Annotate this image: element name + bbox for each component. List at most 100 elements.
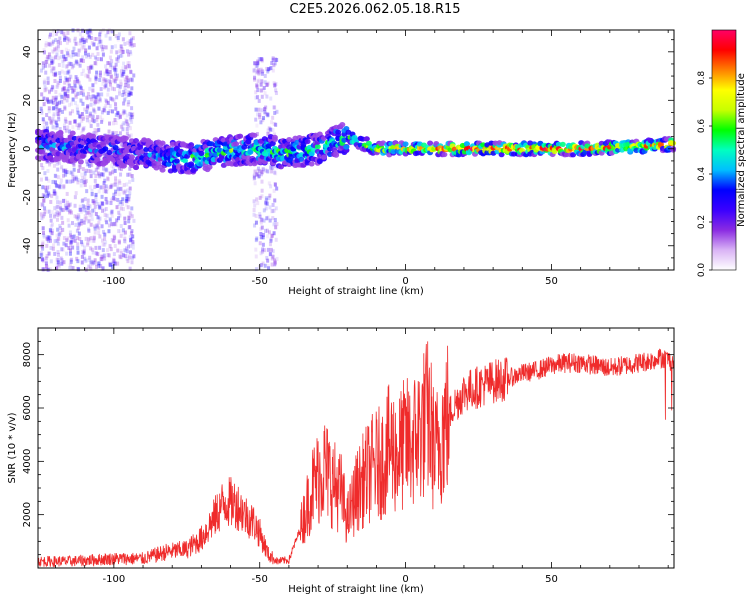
scatter-speckle: [45, 113, 48, 117]
scatter-speckle: [48, 89, 51, 93]
scatter-speckle: [61, 100, 64, 104]
scatter-speckle: [76, 242, 79, 246]
scatter-speckle: [260, 169, 263, 173]
scatter-speckle: [58, 37, 61, 41]
scatter-speckle: [97, 52, 100, 56]
x-tick-label: -100: [103, 276, 126, 287]
scatter-speckle: [77, 251, 80, 255]
scatter-speckle: [91, 88, 94, 92]
scatter-speckle: [69, 230, 72, 234]
scatter-speckle: [60, 247, 63, 251]
scatter-speckle: [107, 61, 110, 65]
scatter-speckle: [260, 57, 263, 61]
scatter-speckle: [123, 42, 126, 46]
scatter-speckle: [98, 97, 101, 101]
scatter-speckle: [130, 106, 133, 110]
scatter-speckle: [40, 92, 43, 96]
scatter-speckle: [102, 52, 105, 56]
scatter-speckle: [49, 236, 52, 240]
scatter-speckle: [260, 194, 263, 198]
colorbar-ticks: 0.00.20.40.60.8: [697, 71, 712, 278]
scatter-speckle: [65, 48, 68, 52]
ridge-cell: [70, 131, 76, 136]
scatter-speckle: [121, 66, 124, 70]
scatter-speckle: [61, 228, 64, 232]
scatter-speckle: [258, 212, 261, 216]
scatter-speckle: [87, 265, 90, 269]
scatter-speckle: [45, 244, 48, 248]
scatter-speckle: [63, 107, 66, 111]
scatter-speckle: [46, 97, 49, 101]
scatter-speckle: [59, 182, 62, 186]
scatter-speckle: [105, 45, 108, 49]
scatter-speckle: [69, 121, 72, 125]
scatter-speckle: [116, 249, 119, 253]
scatter-speckle: [78, 123, 81, 127]
scatter-speckle: [89, 124, 92, 128]
scatter-speckle: [263, 111, 266, 115]
spectrogram-panel: -100 -50 0 50 -40-2002040 Height of straigh…: [7, 28, 676, 297]
scatter-speckle: [117, 38, 120, 42]
scatter-speckle: [87, 237, 90, 241]
scatter-speckle: [115, 218, 118, 222]
scatter-speckle: [105, 184, 108, 188]
scatter-speckle: [94, 246, 97, 250]
scatter-speckle: [100, 87, 103, 91]
scatter-speckle: [64, 169, 67, 173]
scatter-speckle: [84, 197, 87, 201]
scatter-speckle: [270, 166, 273, 170]
ridge-cell: [129, 154, 135, 159]
scatter-speckle: [268, 196, 271, 200]
scatter-speckle: [253, 223, 256, 227]
scatter-speckle: [123, 183, 126, 187]
scatter-speckle: [266, 259, 269, 263]
scatter-speckle: [80, 119, 83, 123]
ridge-cell: [560, 142, 566, 147]
scatter-speckle: [131, 240, 134, 244]
scatter-speckle: [108, 262, 111, 266]
scatter-speckle: [120, 224, 123, 228]
scatter-speckle: [91, 192, 94, 196]
ridge-cell: [251, 133, 257, 138]
scatter-speckle: [48, 210, 51, 214]
scatter-speckle: [88, 256, 91, 260]
scatter-speckle: [126, 127, 129, 131]
scatter-speckle: [72, 97, 75, 101]
scatter-speckle: [100, 120, 103, 124]
scatter-speckle: [258, 174, 261, 178]
scatter-speckle: [261, 95, 264, 99]
scatter-speckle: [104, 240, 107, 244]
scatter-speckle: [100, 57, 103, 61]
scatter-speckle: [74, 214, 77, 218]
colorbar-tick-label: 0.0: [697, 263, 707, 278]
scatter-speckle: [57, 48, 60, 52]
x-tick-label: -50: [252, 574, 268, 585]
scatter-speckle: [118, 32, 121, 36]
scatter-speckle: [267, 248, 270, 252]
scatter-speckle: [42, 226, 45, 230]
scatter-speckle: [104, 98, 107, 102]
scatter-speckle: [66, 192, 69, 196]
scatter-speckle: [82, 127, 85, 131]
scatter-speckle: [98, 189, 101, 193]
colorbar-label: Normalized spectral amplitude: [736, 73, 747, 227]
x-tick-label: -100: [103, 574, 126, 585]
scatter-speckle: [81, 250, 84, 254]
scatter-speckle: [126, 131, 129, 135]
scatter-speckle: [58, 63, 61, 67]
scatter-speckle: [273, 198, 276, 202]
scatter-speckle: [71, 125, 74, 129]
scatter-speckle: [94, 61, 97, 65]
scatter-speckle: [109, 185, 112, 189]
colorbar-tick-label: 0.6: [697, 119, 707, 134]
scatter-speckle: [107, 253, 110, 257]
scatter-speckle: [257, 57, 260, 61]
scatter-speckle: [253, 176, 256, 180]
scatter-speckle: [63, 71, 66, 75]
scatter-speckle: [110, 247, 113, 251]
scatter-speckle: [115, 50, 118, 54]
scatter-speckle: [118, 181, 121, 185]
scatter-speckle: [90, 97, 93, 101]
scatter-speckle: [44, 43, 47, 47]
scatter-speckle: [260, 180, 263, 184]
